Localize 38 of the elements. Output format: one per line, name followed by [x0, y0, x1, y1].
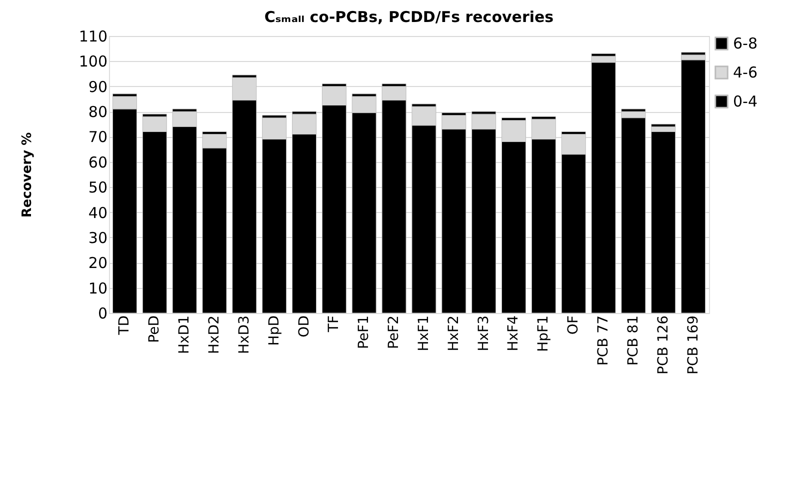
y-axis-title: Recovery %	[20, 132, 35, 218]
y-tick-label: 60	[88, 153, 108, 172]
x-tick-label: HxF4	[506, 315, 522, 352]
legend-label: 0-4	[733, 92, 758, 110]
y-tick-label: 30	[88, 228, 108, 247]
x-tick-label: PCB 77	[596, 316, 612, 366]
x-tick-label: PCB 126	[655, 315, 672, 374]
x-tick-label: TD	[116, 316, 133, 336]
x-tick-label: PeF2	[386, 316, 402, 350]
x-tick-label: TF	[326, 316, 342, 334]
y-tick-label: 70	[88, 128, 108, 146]
x-tick-label: PCB 169	[685, 316, 702, 374]
y-tick-label: 0	[98, 304, 108, 322]
x-tick-label: PeD	[146, 316, 163, 343]
x-tick-label: HxF1	[416, 316, 432, 352]
chart-title: Cₛₘₐₗₗ co-PCBs, PCDD/Fs recoveries	[264, 8, 554, 26]
bar	[651, 131, 676, 314]
y-tick-label: 80	[88, 103, 108, 122]
x-tick-label: HxF3	[476, 316, 492, 352]
x-tick-label: HpD	[266, 316, 282, 346]
x-tick-label: HpF1	[536, 316, 552, 352]
x-tick-label: HxD2	[206, 316, 222, 354]
x-tick-label: OF	[566, 316, 582, 335]
x-tick-label: HxD3	[236, 316, 252, 354]
y-tick-label: 40	[88, 204, 108, 222]
legend-label: 4-6	[733, 64, 758, 82]
x-tick-label: OD	[296, 316, 312, 338]
y-tick-label: 50	[88, 178, 108, 197]
y-tick-label: 90	[88, 78, 108, 96]
y-tick-label: 10	[88, 279, 108, 298]
x-tick-label: PeF1	[356, 316, 372, 350]
x-tick-label: PCB 81	[625, 316, 642, 366]
y-tick-label: 110	[78, 28, 108, 46]
legend-label: 6-8	[733, 34, 758, 52]
x-tick-label: HxD1	[176, 316, 193, 354]
x-tick-label: HxF2	[446, 316, 462, 352]
y-tick-label: 20	[88, 254, 108, 272]
y-tick-label: 100	[78, 52, 108, 71]
